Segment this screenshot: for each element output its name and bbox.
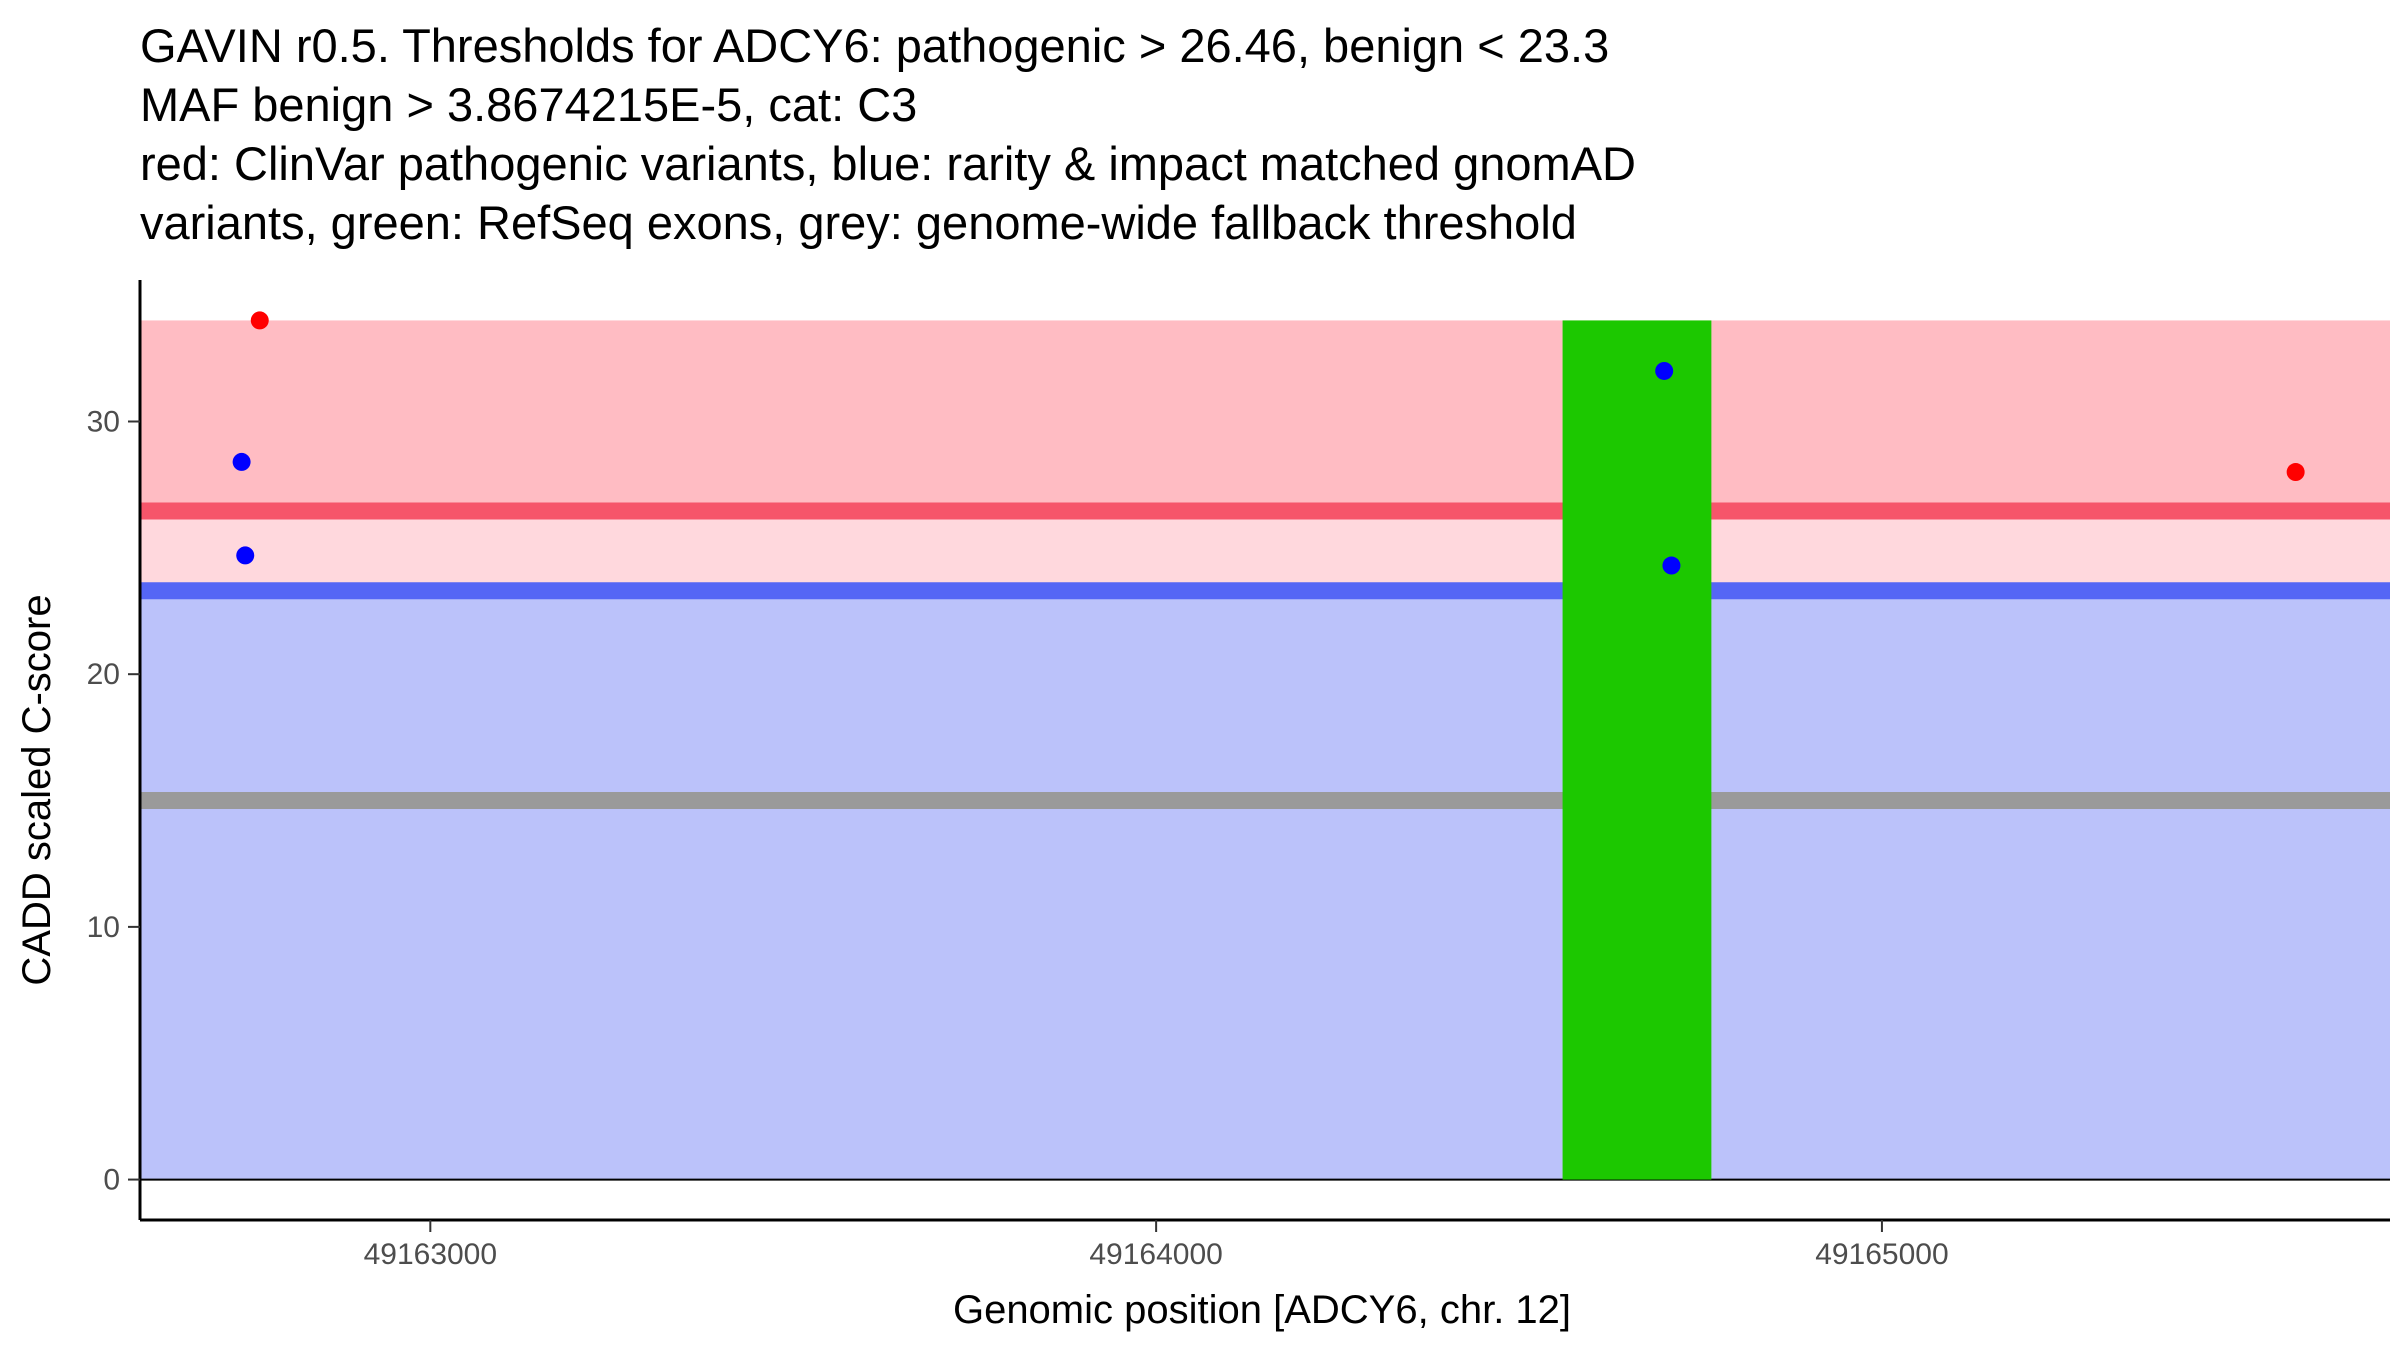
title-line-3: red: ClinVar pathogenic variants, blue: … — [140, 137, 1636, 190]
exon-region — [1562, 320, 1712, 1180]
x-tick-label: 49165000 — [1815, 1238, 1948, 1271]
x-axis-title: Genomic position [ADCY6, chr. 12] — [953, 1288, 1571, 1332]
y-tick-label: 0 — [103, 1164, 120, 1197]
y-tick-label: 30 — [87, 406, 120, 439]
title-line-2: MAF benign > 3.8674215E-5, cat: C3 — [140, 78, 918, 131]
pathogenic-point-1 — [2286, 463, 2305, 482]
axes: 0 10 20 30 49163000 49164000 49165000 — [87, 280, 2390, 1271]
chart-title: GAVIN r0.5. Thresholds for ADCY6: pathog… — [140, 16, 1636, 252]
title-line-1: GAVIN r0.5. Thresholds for ADCY6: pathog… — [140, 19, 1610, 72]
benign-band — [140, 590, 2390, 1180]
gnomad-point-3 — [1662, 556, 1681, 575]
pathogenic-band — [140, 320, 2390, 511]
pathogenic-point-0 — [250, 311, 269, 330]
y-tick-label: 10 — [87, 911, 120, 944]
threshold-bands — [140, 320, 2390, 1180]
intermediate-band — [140, 510, 2390, 591]
x-tick-label: 49164000 — [1089, 1238, 1222, 1271]
title-line-4: variants, green: RefSeq exons, grey: gen… — [140, 196, 1577, 249]
y-tick-label: 20 — [87, 658, 120, 691]
gnomad-point-2 — [1655, 361, 1674, 380]
threshold-lines — [140, 502, 2390, 1181]
gnomad-point-1 — [236, 546, 255, 565]
exon-regions — [1562, 320, 1712, 1180]
variant-points — [232, 311, 2305, 575]
gnomad-point-0 — [232, 452, 251, 471]
x-tick-label: 49163000 — [364, 1238, 497, 1271]
y-axis-title: CADD scaled C-score — [15, 594, 59, 985]
